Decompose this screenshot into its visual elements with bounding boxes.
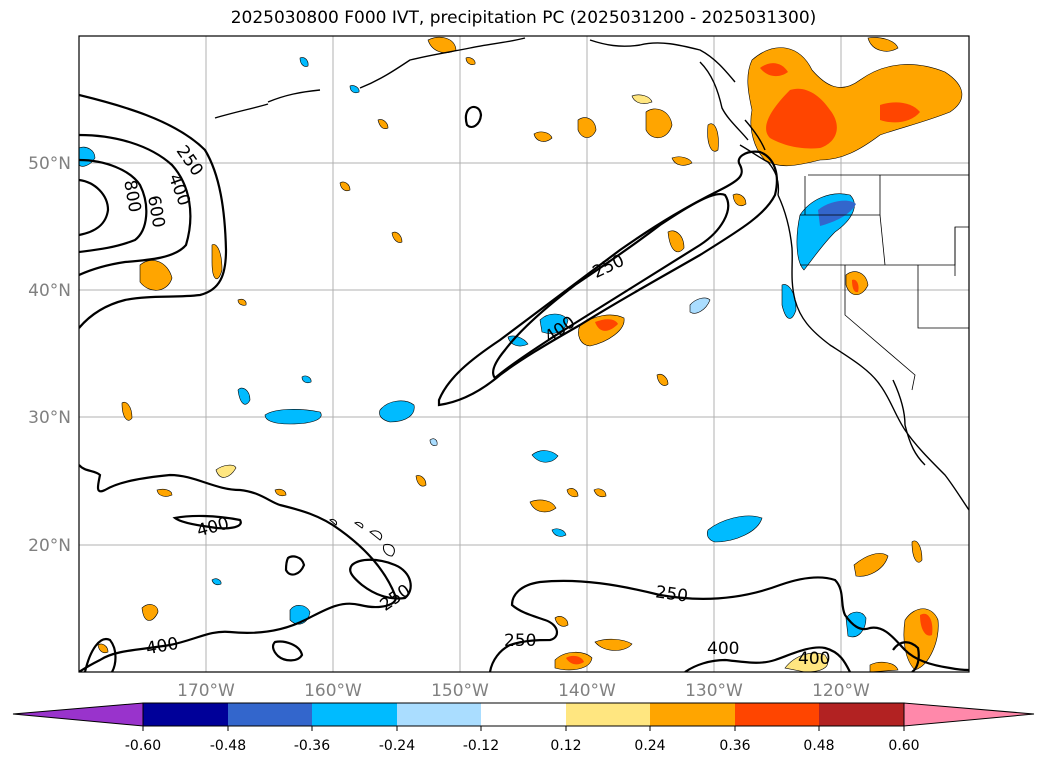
colorbar-tick-label: 0.36 [719, 738, 750, 754]
map-area: 250 400 600 800 250 400 400 250 250 250 … [79, 36, 969, 672]
contour-label: 600 [143, 194, 168, 229]
lon-label: 130°W [685, 681, 743, 701]
lat-label: 50°N [28, 154, 71, 174]
contour-label: 400 [195, 514, 232, 542]
contour-label: 800 [119, 179, 144, 214]
ivt-contours [79, 93, 969, 672]
map-frame [78, 35, 970, 673]
lat-label: 40°N [28, 281, 71, 301]
longitude-labels: 170°W 160°W 150°W 140°W 130°W 120°W [177, 681, 870, 701]
colorbar-tick-label: -0.48 [210, 738, 246, 754]
colorbar-tick-label: -0.12 [463, 738, 499, 754]
colorbar-tick-label: -0.36 [294, 738, 330, 754]
contour-label: 250 [654, 582, 689, 606]
contour-label: 400 [707, 639, 739, 659]
colorbar-segment [312, 703, 397, 726]
colorbar-tick-label: -0.60 [125, 738, 161, 754]
colorbar-segment [735, 703, 819, 726]
colorbar-segment [143, 703, 228, 726]
contour-label: 400 [798, 649, 830, 669]
contour-label: 250 [590, 251, 628, 283]
contour-label: 250 [504, 631, 536, 651]
precip-positive-shading [97, 37, 963, 672]
lon-label: 170°W [177, 681, 235, 701]
colorbar-frame [142, 702, 905, 727]
colorbar: -0.60 -0.48 -0.36 -0.24 -0.12 0.12 0.24 … [12, 702, 1035, 754]
precip-negative-shading [79, 57, 867, 638]
map-title: 2025030800 F000 IVT, precipitation PC (2… [230, 8, 817, 28]
colorbar-segment [566, 703, 650, 726]
hawaii-islands [329, 519, 395, 557]
lat-label: 30°N [28, 408, 71, 428]
colorbar-segment [228, 703, 312, 726]
colorbar-tick-label: 0.48 [803, 738, 834, 754]
colorbar-segment [819, 703, 904, 726]
contour-label: 400 [145, 634, 180, 659]
lon-label: 150°W [431, 681, 489, 701]
latitude-labels: 50°N 40°N 30°N 20°N [28, 154, 71, 556]
borders [800, 174, 969, 391]
colorbar-segment [397, 703, 481, 726]
colorbar-segment [481, 703, 566, 726]
gridlines [79, 36, 969, 672]
lon-label: 140°W [558, 681, 616, 701]
colorbar-tick-label: -0.24 [379, 738, 415, 754]
lon-label: 120°W [812, 681, 870, 701]
colorbar-tick-label: 0.60 [888, 738, 919, 754]
colorbar-tick-label: 0.24 [634, 738, 665, 754]
colorbar-tick-label: 0.12 [550, 738, 581, 754]
colorbar-under-extension [12, 702, 144, 727]
contour-label: 250 [376, 581, 414, 616]
colorbar-over-extension [903, 702, 1035, 727]
coastlines [214, 37, 969, 511]
lon-label: 160°W [304, 681, 362, 701]
lat-label: 20°N [28, 536, 71, 556]
colorbar-segment [650, 703, 735, 726]
